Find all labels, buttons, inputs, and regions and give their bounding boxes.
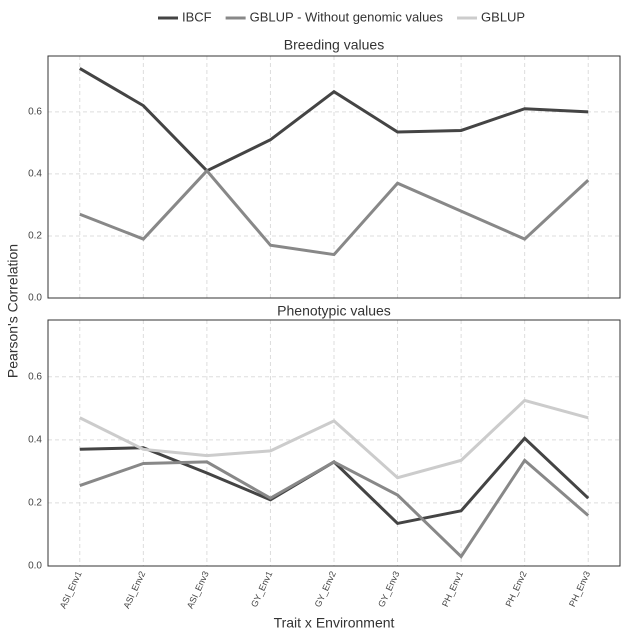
x-tick-label: PH_Env2 (503, 570, 528, 609)
panel-title: Phenotypic values (277, 303, 391, 319)
y-tick-label: 0.4 (28, 434, 42, 445)
series-line (79, 67, 589, 173)
x-tick-label: GY_Env2 (313, 570, 338, 609)
x-tick-label: PH_Env1 (440, 570, 465, 609)
y-tick-label: 0.4 (28, 169, 42, 180)
panel-border (47, 319, 621, 567)
x-tick-label: GY_Env1 (249, 570, 274, 609)
y-tick-label: 0.6 (28, 371, 42, 382)
x-tick-label: ASI_Env2 (121, 570, 147, 611)
x-tick-label: GY_Env3 (376, 570, 401, 609)
x-tick-label: ASI_Env3 (185, 570, 211, 611)
series-line (79, 398, 589, 480)
y-tick-label: 0.2 (28, 498, 42, 509)
x-axis-title: Trait x Environment (274, 615, 395, 631)
series-line (79, 458, 590, 559)
x-tick-label: ASI_Env1 (58, 570, 84, 611)
panel-title: Breeding values (284, 37, 384, 53)
x-tick-label: PH_Env3 (567, 570, 592, 609)
legend-label: GBLUP (481, 9, 525, 24)
y-tick-label: 0.0 (28, 293, 42, 304)
legend-label: GBLUP - Without genomic values (250, 9, 444, 24)
y-axis-title: Pearson's Correlation (5, 244, 21, 378)
y-tick-label: 0.2 (28, 231, 42, 242)
series-line (79, 168, 590, 257)
panel-border (47, 55, 621, 299)
legend-label: IBCF (182, 9, 212, 24)
y-tick-label: 0.0 (28, 561, 42, 572)
y-tick-label: 0.6 (28, 106, 42, 117)
